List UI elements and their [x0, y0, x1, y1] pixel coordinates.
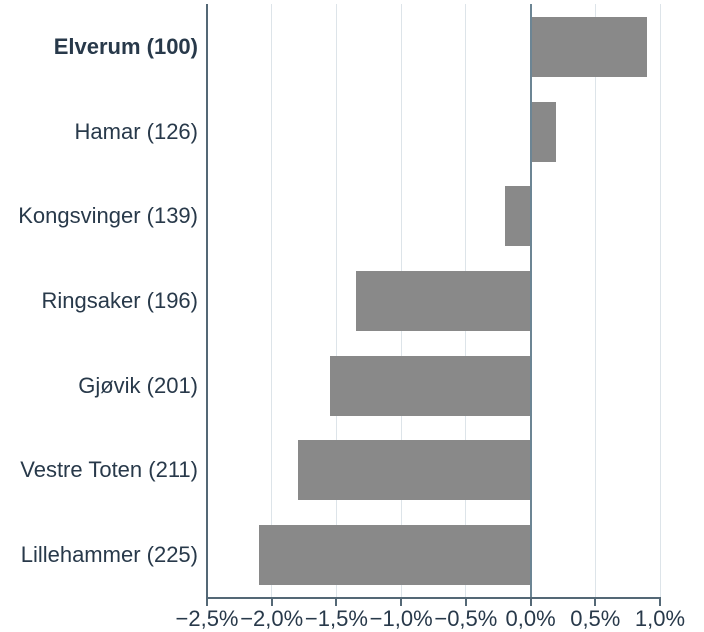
x-axis-tick [270, 599, 273, 606]
bar-ringsaker [355, 271, 531, 331]
category-label: Gjøvik (201) [78, 372, 198, 398]
bar-kongsvinger [504, 186, 531, 247]
category-label: Hamar (126) [74, 118, 198, 144]
x-tick-label: 0,5% [570, 606, 621, 631]
x-axis-tick [464, 599, 467, 606]
x-axis-line [206, 597, 661, 599]
x-axis-tick [335, 599, 338, 606]
x-axis-tick [400, 599, 403, 606]
bar-lillehammer [258, 524, 531, 585]
x-tick-label: −2,5% [175, 606, 239, 631]
x-tick-label: 0,0% [505, 606, 556, 631]
x-tick-label: −0,5% [434, 606, 498, 631]
x-tick-label: −2,0% [240, 606, 304, 631]
x-axis-tick [594, 599, 597, 606]
category-label: Lillehammer (225) [20, 541, 198, 567]
x-tick-label: −1,5% [304, 606, 368, 631]
bar-vestre [297, 440, 531, 501]
category-label: Elverum (100) [53, 34, 198, 60]
x-axis-tick [529, 599, 532, 606]
zero-baseline [529, 4, 532, 597]
x-axis-tick [206, 599, 208, 606]
category-label: Kongsvinger (139) [18, 203, 198, 229]
category-label: Vestre Toten (211) [20, 457, 198, 483]
gridline [659, 4, 661, 597]
x-tick-label: 1,0% [634, 606, 686, 631]
category-label: Ringsaker (196) [41, 287, 198, 313]
gridline [594, 4, 596, 597]
x-axis-tick [659, 599, 661, 606]
bar-hamar [530, 101, 557, 162]
y-axis-line [206, 4, 208, 597]
bar-elverum [530, 17, 648, 78]
gridline [335, 4, 337, 597]
x-tick-label: −1,0% [369, 606, 433, 631]
bar-gjøvik [329, 355, 531, 416]
gridline [271, 4, 273, 597]
